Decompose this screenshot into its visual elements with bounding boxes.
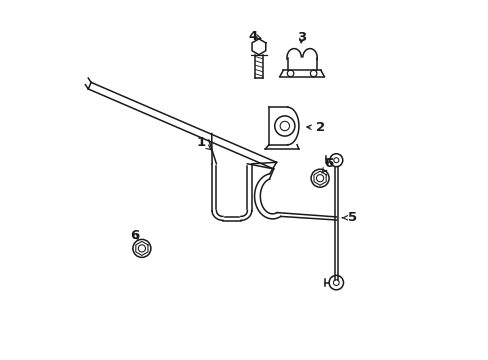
Text: 1: 1 [196,136,211,150]
Text: 6: 6 [321,157,333,173]
Text: 2: 2 [306,121,324,134]
Text: 3: 3 [297,31,306,44]
Text: 5: 5 [342,211,356,224]
Text: 4: 4 [248,30,261,42]
Text: 6: 6 [130,229,139,242]
